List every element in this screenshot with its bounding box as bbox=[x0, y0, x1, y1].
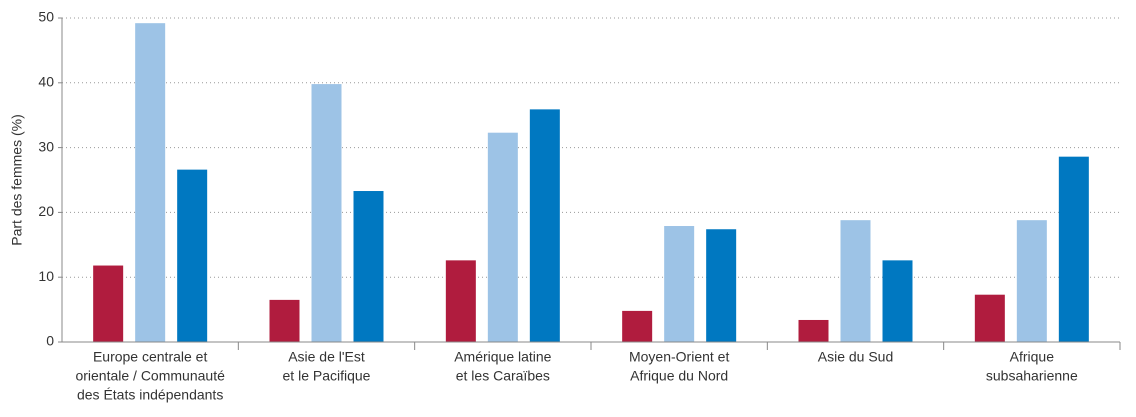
bar bbox=[353, 191, 384, 342]
y-tick-label: 30 bbox=[38, 138, 54, 154]
x-tick-label: Afrique bbox=[1010, 349, 1055, 365]
x-tick-label: et les Caraïbes bbox=[456, 368, 550, 384]
bar bbox=[487, 132, 518, 342]
bar bbox=[269, 299, 300, 342]
bar bbox=[798, 319, 829, 342]
x-tick-label: subsaharienne bbox=[986, 368, 1078, 384]
x-tick-label: Asie du Sud bbox=[818, 349, 894, 365]
bar bbox=[445, 260, 476, 342]
bar bbox=[135, 23, 166, 343]
y-tick-label: 40 bbox=[38, 74, 54, 90]
bar bbox=[706, 229, 737, 342]
x-tick-label: des États indépendants bbox=[77, 387, 223, 403]
y-tick-label: 50 bbox=[38, 9, 54, 25]
y-tick-label: 20 bbox=[38, 203, 54, 219]
x-tick-label: et le Pacifique bbox=[283, 368, 371, 384]
bar bbox=[1058, 156, 1089, 342]
bar bbox=[882, 260, 913, 342]
x-tick-label: Europe centrale et bbox=[93, 349, 208, 365]
bar bbox=[840, 220, 871, 342]
x-tick-label: orientale / Communauté bbox=[75, 368, 225, 384]
y-tick-label: 10 bbox=[38, 268, 54, 284]
x-tick-label: Afrique du Nord bbox=[630, 368, 728, 384]
bar bbox=[1016, 220, 1047, 342]
bar bbox=[93, 265, 124, 342]
x-tick-label: Amérique latine bbox=[454, 349, 551, 365]
x-tick-label: Moyen-Orient et bbox=[629, 349, 729, 365]
bar bbox=[974, 294, 1005, 342]
bar bbox=[622, 310, 653, 342]
y-tick-label: 0 bbox=[46, 333, 54, 349]
bar bbox=[529, 109, 560, 342]
bar bbox=[177, 169, 208, 342]
bar bbox=[311, 84, 342, 342]
x-tick-label: Asie de l'Est bbox=[288, 349, 365, 365]
y-axis-label: Part des femmes (%) bbox=[9, 114, 25, 245]
bar bbox=[664, 226, 695, 342]
